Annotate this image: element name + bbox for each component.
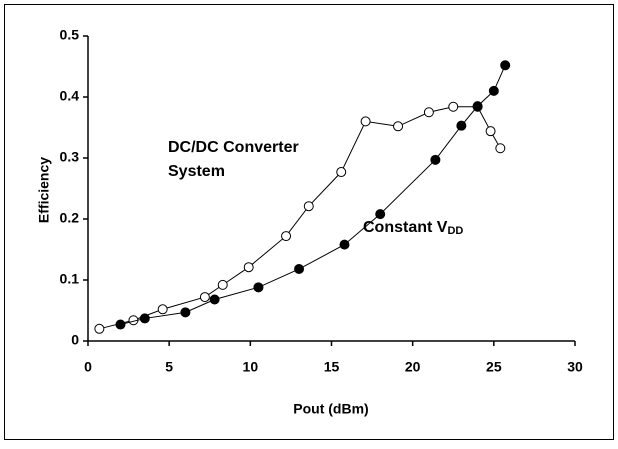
annotation: DC/DC Converter: [168, 139, 299, 156]
series-line: [120, 65, 506, 326]
marker: [375, 209, 386, 220]
marker: [500, 60, 511, 71]
marker: [336, 167, 347, 178]
marker: [488, 85, 499, 96]
marker: [423, 107, 434, 118]
x-tick-label: 0: [84, 359, 92, 375]
y-tick-label: 0.4: [60, 88, 80, 104]
marker: [485, 126, 496, 137]
y-tick-label: 0.3: [60, 149, 80, 165]
marker: [115, 319, 126, 330]
marker: [495, 143, 506, 154]
marker: [281, 231, 292, 242]
x-tick-label: 25: [486, 359, 502, 375]
x-tick-label: 5: [165, 359, 173, 375]
marker: [472, 101, 483, 112]
x-tick-label: 15: [324, 359, 340, 375]
marker: [180, 307, 191, 318]
marker: [393, 121, 404, 132]
y-tick-label: 0.2: [60, 210, 80, 226]
y-axis-label: Efficiency: [36, 157, 52, 223]
marker: [294, 264, 305, 275]
marker: [303, 201, 314, 212]
frame: [4, 4, 614, 440]
annotation-subscript: DD: [447, 225, 463, 237]
x-axis-label: Pout (dBm): [293, 401, 368, 417]
annotation: Constant VDD: [363, 219, 463, 237]
annotation: System: [168, 163, 225, 180]
marker: [209, 294, 220, 305]
marker: [339, 239, 350, 250]
marker: [199, 292, 210, 303]
marker: [217, 279, 228, 290]
x-tick-label: 10: [243, 359, 259, 375]
marker: [448, 101, 459, 112]
marker: [94, 323, 105, 334]
x-tick-label: 20: [405, 359, 421, 375]
marker: [253, 282, 264, 293]
y-tick-label: 0: [71, 332, 79, 348]
marker: [456, 120, 467, 131]
marker: [157, 304, 168, 315]
marker: [243, 262, 254, 273]
y-tick-label: 0.1: [60, 271, 80, 287]
marker: [430, 154, 441, 165]
marker: [360, 116, 371, 127]
y-tick-label: 0.5: [60, 27, 80, 43]
marker: [139, 313, 150, 324]
annotation-text: Constant V: [363, 219, 448, 236]
series-line: [99, 106, 501, 330]
x-tick-label: 30: [567, 359, 583, 375]
